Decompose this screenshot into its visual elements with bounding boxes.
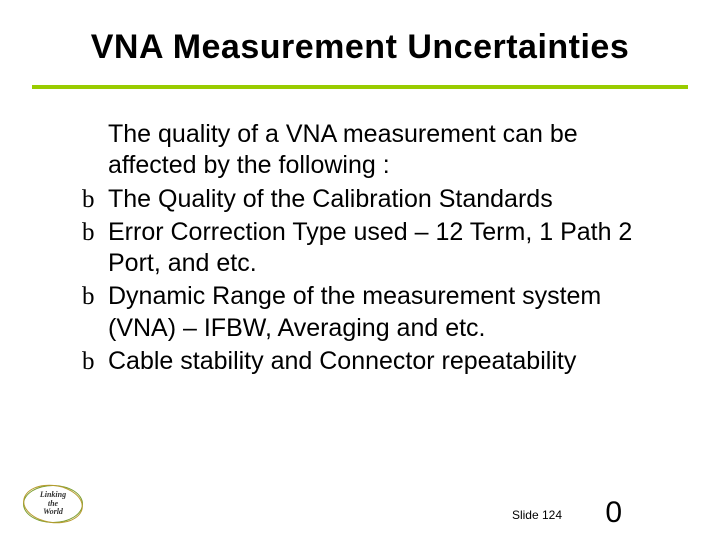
- bullet-glyph-icon: b: [82, 184, 108, 215]
- footer: Linking the World Slide 124 0: [0, 478, 720, 532]
- bullet-text: The Quality of the Calibration Standards: [108, 184, 658, 215]
- bullet-text: Cable stability and Connector repeatabil…: [108, 346, 658, 377]
- bullet-glyph-icon: b: [82, 346, 108, 377]
- logo: Linking the World: [18, 482, 88, 526]
- body-block: The quality of a VNA measurement can be …: [32, 119, 688, 377]
- page-number: 0: [605, 496, 622, 530]
- logo-text: Linking the World: [40, 491, 66, 516]
- intro-text: The quality of a VNA measurement can be …: [108, 119, 658, 182]
- bullet-item: b Dynamic Range of the measurement syste…: [82, 281, 658, 344]
- bullet-item: b Cable stability and Connector repeatab…: [82, 346, 658, 377]
- logo-line: World: [43, 507, 63, 516]
- bullet-item: b Error Correction Type used – 12 Term, …: [82, 217, 658, 280]
- divider-line: [32, 85, 688, 89]
- slide-title: VNA Measurement Uncertainties: [32, 28, 688, 67]
- bullet-item: b The Quality of the Calibration Standar…: [82, 184, 658, 215]
- bullet-text: Dynamic Range of the measurement system …: [108, 281, 658, 344]
- slide: VNA Measurement Uncertainties The qualit…: [0, 0, 720, 540]
- bullet-text: Error Correction Type used – 12 Term, 1 …: [108, 217, 658, 280]
- bullet-glyph-icon: b: [82, 217, 108, 248]
- bullet-glyph-icon: b: [82, 281, 108, 312]
- slide-number-label: Slide 124: [512, 508, 562, 522]
